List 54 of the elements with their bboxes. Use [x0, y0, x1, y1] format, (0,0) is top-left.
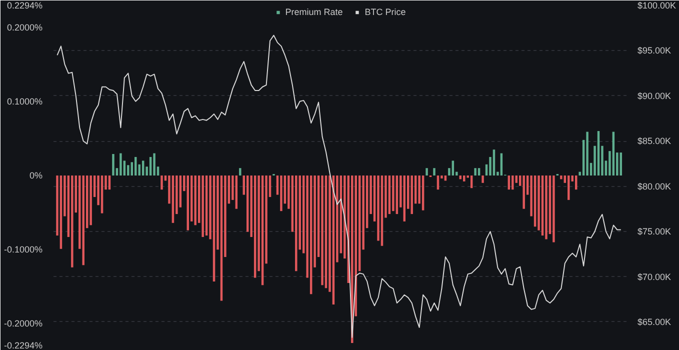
bar: [452, 160, 454, 176]
y2-tick-label: $100.00K: [638, 0, 676, 10]
bar: [474, 168, 476, 176]
bar: [186, 176, 190, 230]
bar: [295, 176, 298, 272]
y-tick-label: 0%: [29, 170, 43, 180]
bar: [142, 160, 144, 176]
bar: [482, 176, 484, 183]
bar: [560, 176, 562, 180]
bar: [82, 176, 84, 266]
bar: [545, 176, 548, 240]
y-tick-label: 0.1000%: [6, 96, 42, 106]
bar: [433, 168, 436, 176]
y-tick-label: -0.2294%: [4, 340, 43, 350]
bar: [90, 176, 92, 226]
y-tick-label: 0.2294%: [6, 0, 42, 10]
y2-tick-label: $65.00K: [638, 316, 672, 327]
bar: [321, 176, 324, 286]
bar: [410, 176, 413, 214]
bar: [422, 176, 424, 210]
bar: [239, 168, 242, 176]
y2-tick-label: $75.00K: [638, 226, 672, 237]
y-tick-label: -0.1000%: [4, 244, 43, 255]
bar: [392, 176, 394, 212]
bar: [202, 176, 204, 238]
bar: [522, 176, 525, 209]
bar: [512, 176, 514, 190]
bar: [492, 150, 496, 176]
bar: [254, 176, 256, 278]
bar: [552, 176, 555, 242]
y2-tick-label: $95.00K: [638, 46, 672, 56]
y2-tick-label: $70.00K: [638, 272, 672, 282]
bar: [71, 176, 74, 268]
bar: [194, 176, 196, 226]
bar: [478, 168, 480, 176]
y-tick-label: 0.2000%: [6, 22, 42, 32]
bar: [112, 154, 114, 176]
bar: [160, 176, 163, 190]
y2-tick-label: $85.00K: [638, 136, 672, 146]
y2-tick-label: $80.00K: [638, 181, 672, 192]
legend-label: BTC Price: [364, 7, 406, 17]
bar: [280, 176, 282, 212]
bar: [586, 132, 588, 176]
bar: [235, 176, 238, 209]
y2-tick-label: $90.00K: [638, 90, 672, 101]
bar: [426, 168, 428, 176]
line-series: [56, 34, 622, 338]
bar: [153, 153, 156, 176]
bar: [120, 153, 122, 176]
legend-label: Premium Rate: [285, 7, 343, 17]
bar: [463, 176, 466, 182]
y-tick-label: -0.2000%: [4, 318, 43, 329]
bar: [568, 176, 570, 200]
bar: [100, 176, 104, 214]
